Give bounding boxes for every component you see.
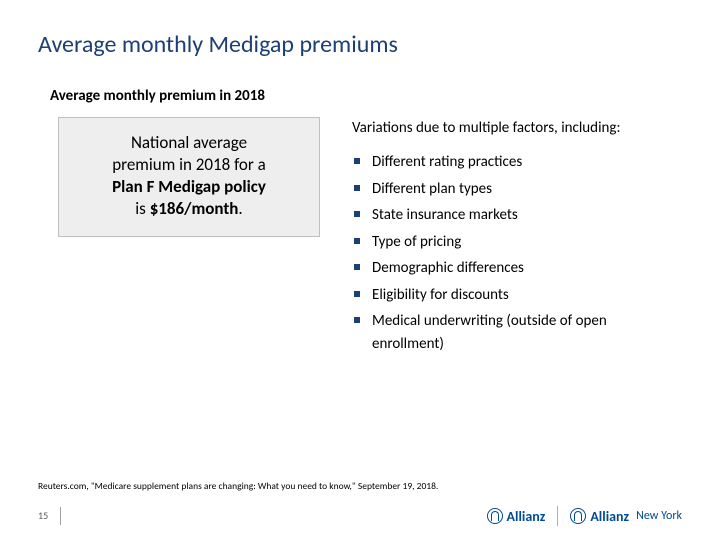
footer: 15 Allianz Allianz New York xyxy=(0,506,720,526)
page-number: 15 xyxy=(38,507,61,525)
slide-title: Average monthly Medigap premiums xyxy=(38,30,682,59)
callout-line-4: is $186/month. xyxy=(77,198,301,220)
allianz-logo-2: Allianz New York xyxy=(570,508,682,525)
callout-line-1: National average xyxy=(77,132,301,154)
factors-list: Different rating practices Different pla… xyxy=(352,151,682,355)
list-item: Different plan types xyxy=(352,178,682,201)
callout-line-3: Plan F Medigap policy xyxy=(77,176,301,198)
allianz-logo-1: Allianz xyxy=(487,508,546,525)
logo-text: Allianz xyxy=(507,508,546,525)
callout-box: National average premium in 2018 for a P… xyxy=(58,117,320,237)
callout-line-2: premium in 2018 for a xyxy=(77,154,301,176)
slide: Average monthly Medigap premiums Average… xyxy=(0,0,720,540)
factors-heading: Variations due to multiple factors, incl… xyxy=(352,119,682,137)
list-item: Type of pricing xyxy=(352,231,682,254)
list-item: Medical underwriting (outside of open en… xyxy=(352,310,682,355)
list-item: State insurance markets xyxy=(352,204,682,227)
list-item: Eligibility for discounts xyxy=(352,284,682,307)
allianz-mark-icon xyxy=(570,508,586,524)
allianz-mark-icon xyxy=(487,508,503,524)
factors-column: Variations due to multiple factors, incl… xyxy=(352,117,682,359)
footnote: Reuters.com, "Medicare supplement plans … xyxy=(38,481,682,492)
content-row: National average premium in 2018 for a P… xyxy=(38,117,682,359)
list-item: Different rating practices xyxy=(352,151,682,174)
logo-text: Allianz xyxy=(590,508,629,525)
logo-divider xyxy=(557,506,558,526)
section-subtitle: Average monthly premium in 2018 xyxy=(50,87,682,105)
logo-group: Allianz Allianz New York xyxy=(487,506,682,526)
logo-subtext: New York xyxy=(636,509,682,523)
list-item: Demographic differences xyxy=(352,257,682,280)
